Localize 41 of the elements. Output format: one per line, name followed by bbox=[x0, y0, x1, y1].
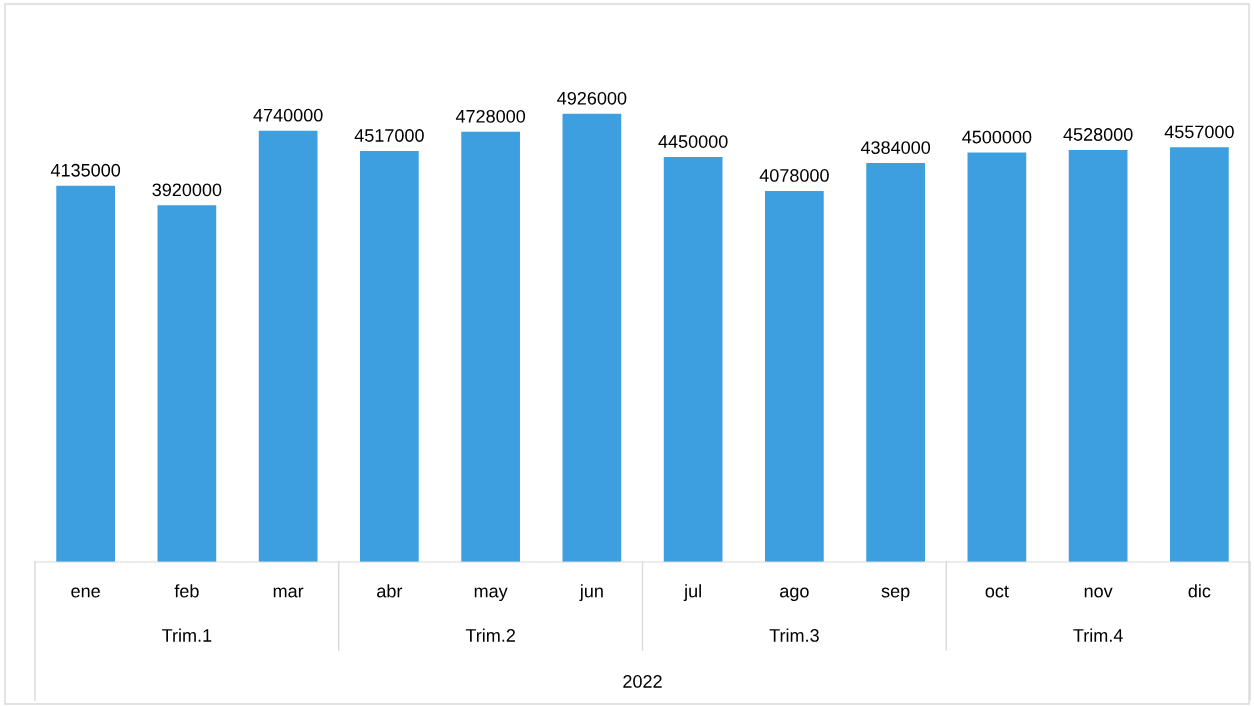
text: Trim.3 bbox=[769, 628, 819, 642]
data-label: 4135000 bbox=[50, 163, 121, 177]
text: Trim.4 bbox=[1073, 628, 1123, 642]
x-tick-label: sep bbox=[881, 587, 910, 602]
x-tick-label: oct bbox=[985, 585, 1009, 598]
bar bbox=[562, 113, 622, 562]
x-tick-label: abr bbox=[377, 584, 403, 598]
x-tick-label: feb bbox=[174, 584, 199, 598]
data-label: 4557000 bbox=[1164, 125, 1234, 139]
x-tick-label: may bbox=[474, 587, 508, 602]
bar bbox=[663, 157, 723, 562]
data-label: 4528000 bbox=[1063, 128, 1133, 141]
x-tick-label: ago bbox=[780, 587, 809, 602]
bar bbox=[56, 185, 115, 562]
x-tick-label: jul bbox=[683, 584, 701, 602]
data-label: 4728000 bbox=[455, 109, 526, 123]
bar bbox=[765, 190, 824, 562]
data-label: 4500000 bbox=[962, 130, 1032, 144]
text: Trim.1 bbox=[162, 628, 212, 642]
x-tick-label: nov bbox=[1084, 587, 1113, 598]
bar bbox=[360, 151, 419, 562]
x-tick-label: mar bbox=[273, 587, 304, 598]
x-tick-label: ene bbox=[71, 587, 100, 598]
bar bbox=[967, 152, 1027, 562]
bar bbox=[1068, 150, 1128, 562]
x-tick-label: jun bbox=[579, 584, 603, 602]
data-label: 3920000 bbox=[152, 183, 222, 197]
data-label: 4078000 bbox=[759, 169, 829, 182]
text: 2022 bbox=[623, 675, 662, 688]
data-label: 4450000 bbox=[658, 135, 728, 148]
data-label: 4740000 bbox=[253, 108, 323, 122]
bar bbox=[157, 205, 217, 562]
bar bbox=[258, 130, 318, 562]
bar bbox=[1170, 147, 1229, 562]
text: Trim.2 bbox=[465, 628, 515, 642]
bar bbox=[461, 131, 520, 562]
bar bbox=[866, 163, 925, 562]
x-tick-label: dic bbox=[1188, 584, 1211, 598]
data-label: 4384000 bbox=[860, 141, 931, 154]
data-label: 4517000 bbox=[354, 129, 424, 142]
data-label: 4926000 bbox=[557, 91, 627, 105]
